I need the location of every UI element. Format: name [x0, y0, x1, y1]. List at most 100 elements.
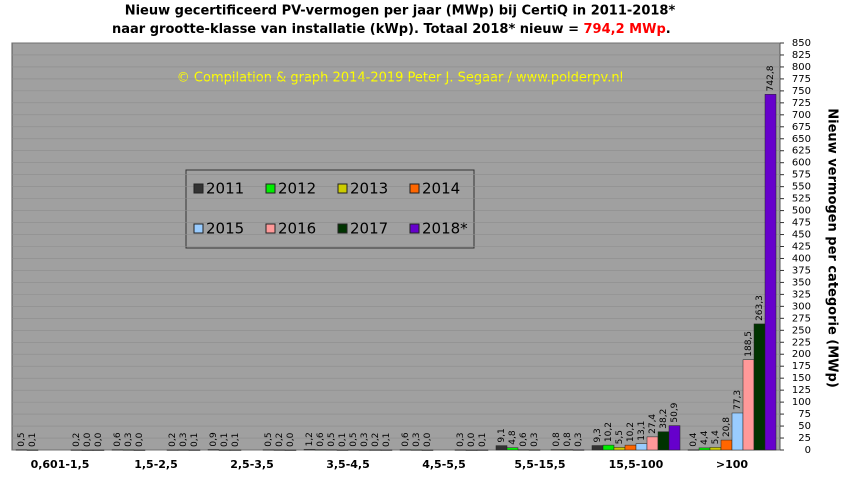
y-tick-label: 600 [792, 158, 811, 169]
value-label: 27,4 [648, 414, 658, 434]
value-label: 188,5 [744, 331, 754, 357]
value-label: 0,0 [83, 432, 93, 447]
bar [646, 436, 659, 451]
y-tick-label: 350 [792, 277, 811, 288]
value-label: 0,3 [124, 433, 134, 447]
y-tick-label: 425 [792, 242, 811, 253]
y-tick-label: 500 [792, 206, 811, 217]
legend-label: 2013 [350, 180, 388, 198]
x-tick-label: 1,5-2,5 [134, 458, 178, 471]
y-tick-label: 525 [792, 194, 811, 205]
y-tick-label: 725 [792, 98, 811, 109]
value-label: 0,1 [190, 433, 200, 447]
legend-label: 2017 [350, 220, 388, 238]
x-tick-label: 15,5-100 [609, 458, 664, 471]
legend-swatch [409, 183, 420, 194]
bar [336, 449, 349, 451]
x-tick-label: >100 [716, 458, 749, 471]
y-tick-label: 275 [792, 313, 811, 324]
legend-swatch [265, 183, 276, 194]
value-label: 0,8 [563, 432, 573, 447]
bar [177, 449, 190, 451]
bar [166, 449, 179, 451]
bar [92, 449, 105, 451]
value-label: 10,2 [604, 422, 614, 442]
y-tick-label: 575 [792, 170, 811, 181]
y-tick-label: 850 [792, 38, 811, 49]
value-label: 38,2 [659, 409, 669, 429]
subtitle-highlight: 794,2 MWp [584, 22, 666, 37]
y-tick-label: 800 [792, 62, 811, 73]
value-label: 0,0 [286, 432, 296, 447]
bar [188, 449, 201, 451]
bar [668, 425, 681, 451]
value-label: 9,1 [497, 428, 507, 442]
value-label: 0,5 [327, 432, 337, 446]
value-label: 0,5 [264, 432, 274, 446]
bar [561, 449, 574, 451]
bar [687, 449, 700, 451]
legend-label: 2015 [206, 220, 244, 238]
bar [369, 449, 382, 451]
y-tick-label: 200 [792, 349, 811, 360]
legend-label: 2011 [206, 180, 244, 198]
bar [591, 445, 604, 451]
value-label: 0,1 [382, 433, 392, 447]
bar [731, 412, 744, 451]
value-label: 77,3 [733, 390, 743, 410]
chart-title: Nieuw gecertificeerd PV-vermogen per jaa… [125, 4, 676, 19]
y-tick-label: 75 [798, 409, 811, 420]
x-tick-label: 5,5-15,5 [514, 458, 565, 471]
legend-swatch [409, 223, 420, 234]
bar [284, 449, 297, 451]
y-tick-label: 400 [792, 253, 811, 264]
legend-label: 2016 [278, 220, 316, 238]
y-tick-label: 375 [792, 265, 811, 276]
value-label: 0,0 [94, 432, 104, 447]
bar [273, 449, 286, 451]
value-label: 0,6 [113, 432, 123, 447]
legend-swatch [193, 183, 204, 194]
value-label: 0,9 [209, 432, 219, 447]
y-tick-label: 175 [792, 361, 811, 372]
bar [207, 449, 220, 451]
y-tick-label: 325 [792, 289, 811, 300]
value-label: 0,3 [574, 433, 584, 447]
x-tick-label: 0,601-1,5 [31, 458, 90, 471]
bar [742, 359, 755, 451]
legend [185, 169, 475, 249]
value-label: 0,0 [467, 432, 477, 447]
value-label: 0,0 [423, 432, 433, 447]
value-label: 0,6 [316, 432, 326, 447]
bar [764, 94, 777, 451]
y-tick-label: 750 [792, 86, 811, 97]
y-tick-label: 225 [792, 337, 811, 348]
y-tick-label: 25 [798, 433, 811, 444]
bar [111, 449, 124, 451]
bar [26, 449, 39, 451]
y-axis-label: Nieuw vermogen per categorie (MWp) [825, 108, 840, 388]
value-label: 742,8 [766, 65, 776, 91]
y-tick-label: 100 [792, 397, 811, 408]
value-label: 263,3 [755, 295, 765, 321]
bar [698, 447, 711, 451]
value-label: 50,9 [670, 402, 680, 422]
bar [613, 447, 626, 451]
value-label: 0,3 [360, 433, 370, 447]
value-label: 4,8 [508, 430, 518, 445]
x-tick-label: 4,5-5,5 [422, 458, 466, 471]
subtitle: naar grootte-klasse van installatie (kWp… [112, 22, 584, 37]
value-label: 0,1 [231, 433, 241, 447]
value-label: 0,3 [530, 433, 540, 447]
bar [325, 449, 338, 451]
bar [262, 449, 275, 451]
bar [624, 444, 637, 451]
bar [602, 444, 615, 451]
value-label: 0,2 [275, 433, 285, 447]
y-tick-label: 0 [805, 445, 811, 456]
legend-swatch [337, 223, 348, 234]
value-label: 0,1 [28, 433, 38, 447]
bar [709, 447, 722, 451]
x-tick-label: 2,5-3,5 [230, 458, 274, 471]
bar [465, 449, 478, 451]
